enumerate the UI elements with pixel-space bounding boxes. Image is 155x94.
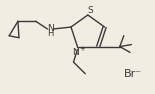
Text: Br⁻: Br⁻: [124, 69, 142, 79]
Text: H: H: [47, 29, 54, 38]
Text: +: +: [79, 47, 85, 52]
Text: N: N: [72, 48, 79, 57]
Text: S: S: [87, 6, 93, 15]
Text: N: N: [47, 24, 54, 33]
